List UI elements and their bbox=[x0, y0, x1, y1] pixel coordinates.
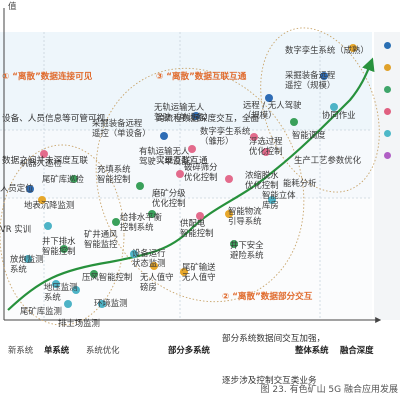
node-dot bbox=[196, 212, 204, 220]
legend-dot bbox=[384, 152, 391, 159]
legend-dot bbox=[384, 64, 391, 71]
node-dot bbox=[52, 280, 60, 288]
node-crushing-control: 破碎筛分 优化控制 bbox=[184, 162, 218, 182]
node-smart-dispatch: 智能调度 bbox=[292, 130, 326, 140]
node-dot bbox=[262, 148, 270, 156]
node-dot bbox=[90, 270, 98, 278]
callout-three-line2: 实现互联互通 bbox=[156, 156, 208, 166]
x-axis-label: 融合深度 bbox=[340, 345, 374, 355]
node-dot bbox=[40, 150, 48, 158]
node-tailings-transport: 尾矿输送 无人值守 bbox=[182, 262, 216, 282]
node-dot bbox=[330, 103, 338, 111]
node-dot bbox=[225, 175, 233, 183]
node-tailings-monitor: 尾矿库监测 bbox=[20, 306, 62, 316]
legend-dot bbox=[384, 42, 391, 49]
node-dot bbox=[44, 222, 52, 230]
node-cooperative-work: 协同作业 bbox=[322, 110, 356, 120]
node-dot bbox=[72, 286, 80, 294]
node-dot bbox=[176, 170, 184, 178]
x-tick-whole-system: 整体系统 bbox=[295, 345, 329, 355]
node-surface-subsidence: 地表沉降监测 bbox=[24, 200, 75, 210]
node-backfill-control: 充填系统 智能控制 bbox=[97, 164, 131, 184]
node-dot bbox=[265, 94, 273, 102]
node-remote-mining-scale: 采掘装备远程 遥控（规模） bbox=[285, 70, 336, 90]
node-flotation-control: 浮选过程 优化控制 bbox=[249, 136, 283, 156]
node-grinding-control: 磨矿分级 优化控制 bbox=[152, 188, 186, 208]
node-energy-analysis: 能耗分析 bbox=[283, 178, 317, 188]
x-tick-new-system: 新系统 bbox=[8, 345, 34, 355]
callout-one-heading: ① “离散”数据连接可见 bbox=[2, 72, 93, 82]
callout-two-line2: 逐步涉及控制交互类业务 bbox=[222, 376, 317, 386]
node-dot bbox=[160, 132, 168, 140]
node-dot bbox=[320, 72, 328, 80]
node-dot bbox=[60, 245, 68, 253]
node-remote-driving-scale: 远程 / 无人驾驶 （规模） bbox=[243, 100, 302, 120]
node-process-param-optimization: 生产工艺参数优化 bbox=[294, 155, 361, 165]
node-equipment-status: 设备运行 状态监测 bbox=[132, 248, 166, 268]
node-dot bbox=[268, 196, 276, 204]
callout-stage-two: ② “离散”数据部分交互 部分系统数据间交互加强， 逐步涉及控制交互类业务 bbox=[222, 262, 325, 400]
node-dot bbox=[70, 175, 78, 183]
callout-three-line1: 跨流程数据深度交互，全面 bbox=[156, 114, 260, 124]
node-dot bbox=[38, 196, 46, 204]
node-digital-twin-prototype: 数字孪生系统 （雏形） bbox=[200, 126, 251, 146]
callout-two-heading: ② “离散”数据部分交互 bbox=[222, 292, 313, 302]
node-compressed-air-control: 压风智能控制 bbox=[82, 272, 133, 282]
node-ventilation-monitor: 矿井通风 智能监控 bbox=[84, 229, 118, 249]
x-tick-partial-multi-system: 部分多系统 bbox=[168, 345, 210, 355]
node-rail-driverless: 有轨运输无人 驾驶（单设备） bbox=[139, 146, 198, 166]
node-tailings-inspection: 尾矿库巡检 bbox=[42, 174, 84, 184]
node-dot bbox=[24, 255, 32, 263]
node-dot bbox=[250, 133, 258, 141]
node-power-supply-control: 供配电 智能控制 bbox=[180, 218, 214, 238]
x-tick-system-optimization: 系统优化 bbox=[86, 345, 120, 355]
node-dot bbox=[349, 44, 357, 52]
node-dot bbox=[150, 262, 158, 270]
node-dot bbox=[225, 210, 233, 218]
callout-one-line1: 设备、人员信息等可管可视， bbox=[2, 114, 114, 124]
node-trackless-driverless: 无轨运输无人 驾驶（单设备） bbox=[154, 102, 213, 122]
node-dot bbox=[180, 268, 188, 276]
node-dot bbox=[188, 145, 196, 153]
node-dot bbox=[136, 182, 144, 190]
node-digital-twin-mature: 数字孪生系统（成熟） bbox=[285, 45, 369, 55]
node-drainage-control: 井下排水 智能控制 bbox=[42, 236, 76, 256]
x-tick-single-system: 单系统 bbox=[44, 345, 70, 355]
node-dot bbox=[112, 218, 120, 226]
node-underground-safety: 井下安全 避险系统 bbox=[230, 240, 264, 260]
node-smart-logistics: 智能物流 引导系统 bbox=[228, 206, 262, 226]
node-water-balance: 给排水平衡 控制系统 bbox=[120, 212, 162, 232]
callout-one-line2: 数据之间并未深度互联 bbox=[2, 156, 88, 166]
callout-stage-three: ③ “离散”数据互联互通 跨流程数据深度交互，全面 实现互联互通 bbox=[156, 42, 259, 182]
node-vr-training: VR 实训 bbox=[0, 224, 31, 234]
node-environment-monitor: 环境监测 bbox=[94, 298, 128, 308]
legend-dot bbox=[384, 130, 391, 137]
node-dot bbox=[192, 112, 200, 120]
node-robot-inspection: 机器人巡检 bbox=[20, 158, 62, 168]
node-smart-warehouse: 智能立体 库房 bbox=[262, 190, 296, 210]
node-unattended-weighbridge: 无人值守 磅房 bbox=[140, 272, 174, 292]
node-dot bbox=[290, 118, 298, 126]
callout-three-heading: ③ “离散”数据互联互通 bbox=[156, 72, 247, 82]
legend-dot bbox=[384, 108, 391, 115]
node-dot bbox=[130, 250, 138, 258]
node-dot bbox=[230, 240, 238, 248]
node-dot bbox=[148, 210, 156, 218]
node-dump-monitor: 排土场监测 bbox=[58, 318, 100, 328]
y-axis-label: 值 bbox=[8, 2, 17, 12]
legend-dot bbox=[384, 86, 391, 93]
figure-caption: 图 23. 有色矿山 5G 融合应用发展 bbox=[260, 385, 398, 395]
node-dot bbox=[98, 300, 106, 308]
callout-two-line1: 部分系统数据间交互加强， bbox=[222, 334, 326, 344]
node-blasting-monitor: 放炮监测 系统 bbox=[10, 254, 44, 274]
node-remote-mining-single: 采掘装备远程 遥控（单设备） bbox=[92, 118, 151, 138]
node-dot bbox=[26, 185, 34, 193]
node-ground-pressure: 地压监测 系统 bbox=[44, 282, 78, 302]
node-dot bbox=[64, 300, 72, 308]
node-thickening-control: 浓缩脱水 优化控制 bbox=[245, 170, 279, 190]
callout-stage-one: ① “离散”数据连接可见 设备、人员信息等可管可视， 数据之间并未深度互联 bbox=[2, 42, 114, 182]
node-personnel-positioning: 人员定位 bbox=[0, 183, 34, 193]
